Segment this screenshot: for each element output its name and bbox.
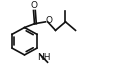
Text: O: O <box>31 1 38 10</box>
Text: O: O <box>45 16 52 25</box>
Text: NH: NH <box>37 53 51 62</box>
